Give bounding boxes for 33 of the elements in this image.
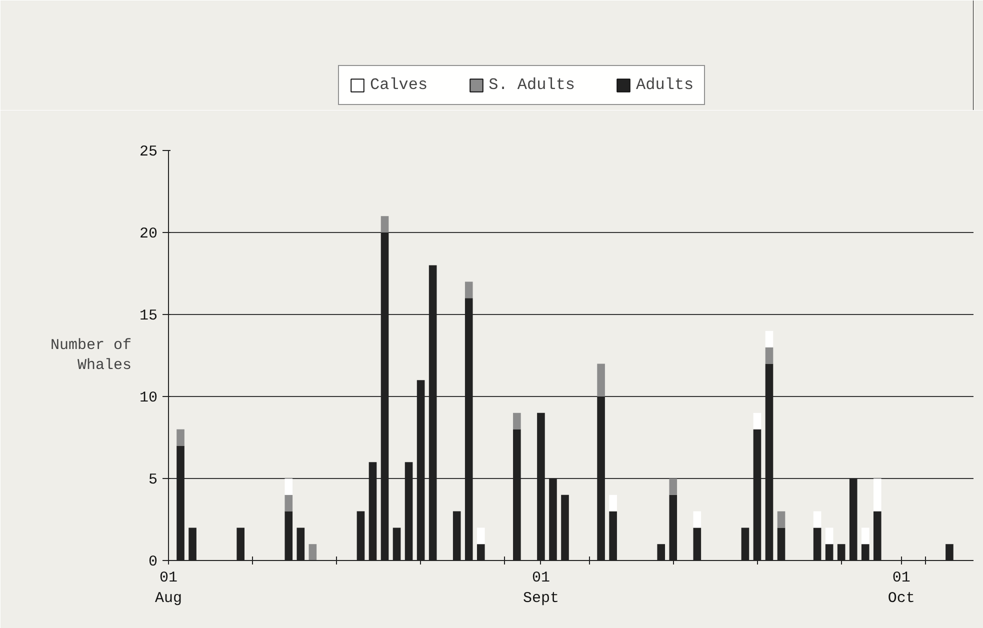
y-tick-label: 10 xyxy=(139,390,158,406)
y-tick-label: 20 xyxy=(139,226,158,242)
x-tick-label: 01 Sept xyxy=(522,570,559,607)
bar xyxy=(597,364,605,396)
bar xyxy=(308,544,317,560)
bar xyxy=(693,511,702,528)
bar xyxy=(777,511,786,528)
bar xyxy=(669,478,678,495)
bar xyxy=(513,412,521,430)
bar xyxy=(825,528,834,544)
y-tick-label: 25 xyxy=(139,144,158,160)
legend-label: Calves xyxy=(370,76,428,94)
bar xyxy=(284,478,293,495)
legend-label: Adults xyxy=(636,76,694,94)
bar xyxy=(609,494,617,512)
y-tick-label: 15 xyxy=(139,308,158,324)
bar xyxy=(380,216,389,232)
bar xyxy=(861,528,870,544)
bar xyxy=(753,412,762,430)
bar xyxy=(813,511,822,528)
bar xyxy=(176,429,184,446)
y-tick-label: 5 xyxy=(148,472,158,488)
legend-label: S. Adults xyxy=(488,76,576,94)
y-axis-title: Number of Whales xyxy=(50,336,132,374)
bar xyxy=(765,347,774,364)
x-tick-label: 01 Oct xyxy=(888,570,915,607)
bar xyxy=(284,494,293,512)
x-tick-label: 01 Aug xyxy=(155,570,182,607)
bar xyxy=(765,330,774,348)
bar xyxy=(476,528,485,544)
bar xyxy=(464,282,473,298)
bar xyxy=(873,478,882,512)
y-tick-label: 0 xyxy=(148,554,158,570)
